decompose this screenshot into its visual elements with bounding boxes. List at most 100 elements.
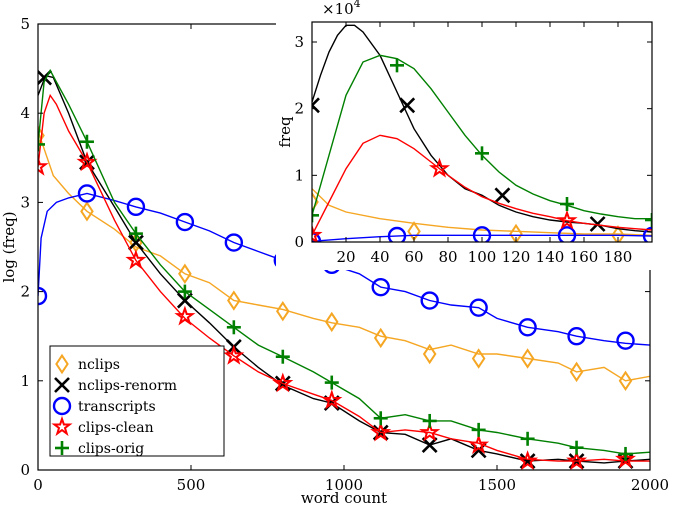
data-point-clips-clean — [566, 450, 588, 470]
series-line-transcripts — [312, 234, 652, 242]
marker-stroke — [176, 292, 193, 309]
axis-ticks — [312, 22, 652, 243]
data-point-nclips — [422, 343, 437, 365]
y-tick-label: 2 — [20, 283, 30, 301]
data-point-clips-orig — [373, 411, 388, 426]
data-point-transcripts — [420, 291, 439, 310]
data-point-transcripts — [77, 184, 97, 203]
data-point-clips-clean — [321, 389, 343, 410]
legend-label: clips-orig — [78, 441, 144, 457]
data-point-clips-orig — [475, 146, 489, 161]
series-line-clips-clean — [312, 134, 652, 236]
exponent-power: 4 — [354, 0, 361, 10]
data-point-transcripts — [557, 226, 577, 242]
y-axis-label: freq — [276, 116, 294, 148]
series-line-clips-orig — [38, 68, 650, 455]
data-point-transcripts — [642, 226, 652, 242]
data-point-clips-clean — [428, 157, 451, 178]
data-point-nclips-renorm — [176, 292, 193, 309]
plot-area — [312, 24, 652, 242]
legend-label: clips-clean — [78, 420, 154, 436]
x-tick-label: 180 — [604, 248, 633, 266]
y-tick-label: 1 — [294, 166, 304, 184]
data-point-clips-clean — [174, 305, 196, 326]
series-transcripts — [312, 226, 652, 242]
marker-stroke — [494, 187, 511, 204]
marker-stroke — [399, 97, 416, 114]
data-point-nclips — [324, 311, 339, 333]
legend-item-clips-clean: clips-clean — [51, 415, 154, 437]
data-point-transcripts — [616, 331, 635, 350]
series-line-nclips — [38, 130, 650, 382]
data-point-nclips — [227, 290, 241, 311]
data-point-clips-orig — [645, 213, 652, 227]
data-point-nclips — [471, 348, 486, 369]
data-point-clips-orig — [618, 446, 633, 461]
data-point-clips-clean — [370, 421, 392, 442]
data-point-clips-clean — [76, 151, 98, 172]
y-tick-label: 3 — [294, 33, 304, 51]
data-point-transcripts — [371, 277, 390, 297]
legend-label: nclips — [78, 357, 120, 373]
marker-stroke — [54, 377, 70, 393]
legend-item-nclips-renorm: nclips-renorm — [54, 377, 177, 394]
data-point-transcripts — [567, 327, 586, 346]
data-point-transcripts — [387, 226, 407, 242]
y-exponent-label: ×104 — [322, 0, 361, 18]
x-tick-label: 60 — [404, 248, 423, 266]
x-tick-label: 140 — [536, 248, 565, 266]
legend-item-nclips: nclips — [55, 353, 120, 375]
data-point-clips-clean — [272, 372, 294, 393]
x-tick-label: 500 — [177, 476, 206, 494]
x-tick-label: 160 — [570, 248, 599, 266]
inset-chart: 20 40 60 80 100 120 140 160 180 0 1 2 3 freq ×104 — [276, 0, 656, 270]
data-point-clips-clean — [614, 448, 636, 469]
data-point-nclips-renorm — [421, 437, 438, 453]
data-point-clips-orig — [226, 320, 241, 335]
marker-stroke — [589, 216, 606, 232]
series-clips-orig — [38, 68, 650, 461]
legend-marker-nclips-renorm — [54, 377, 70, 393]
series-clips-clean — [312, 134, 652, 242]
legend-item-transcripts: transcripts — [52, 396, 156, 416]
data-point-clips-orig — [275, 349, 290, 364]
x-tick-label: 1000 — [325, 476, 363, 494]
data-point-clips-orig — [520, 431, 535, 446]
y-tick-label: 5 — [20, 15, 30, 33]
data-point-clips-orig — [312, 208, 319, 223]
data-point-nclips — [312, 191, 319, 213]
x-tick-label: 2000 — [631, 476, 669, 494]
data-point-nclips-renorm — [589, 216, 606, 232]
marker-stroke — [312, 103, 320, 114]
data-point-transcripts — [518, 318, 537, 337]
x-tick-label: 120 — [502, 248, 531, 266]
x-axis-label: word count — [301, 489, 387, 507]
x-tick-label: 0 — [33, 476, 43, 494]
legend-box — [49, 345, 225, 457]
data-point-clips-orig — [390, 58, 404, 73]
data-point-clips-clean — [223, 344, 245, 365]
data-point-clips-clean — [468, 433, 490, 454]
legend-label: nclips-renorm — [78, 378, 177, 394]
data-point-clips-orig — [38, 137, 45, 152]
data-point-clips-orig — [128, 226, 143, 241]
data-point-clips-orig — [560, 197, 574, 211]
data-point-nclips — [569, 361, 584, 383]
data-point-nclips — [373, 327, 388, 349]
data-point-clips-clean — [38, 155, 49, 176]
data-point-clips-clean — [419, 421, 441, 442]
data-point-clips-clean — [312, 224, 323, 242]
series-line-nclips — [312, 188, 652, 236]
data-point-nclips — [509, 223, 523, 242]
data-point-nclips-renorm — [128, 234, 144, 251]
legend-marker-clips-clean — [51, 415, 73, 437]
y-axis-label: log (freq) — [0, 211, 18, 282]
data-point-transcripts — [175, 212, 195, 232]
data-point-clips-clean — [125, 249, 147, 270]
y-tick-label: 2 — [294, 100, 304, 118]
y-tick-label: 0 — [294, 233, 304, 251]
data-point-transcripts — [126, 197, 146, 217]
data-point-clips-orig — [422, 413, 437, 428]
series-line-clips-clean — [38, 93, 650, 462]
